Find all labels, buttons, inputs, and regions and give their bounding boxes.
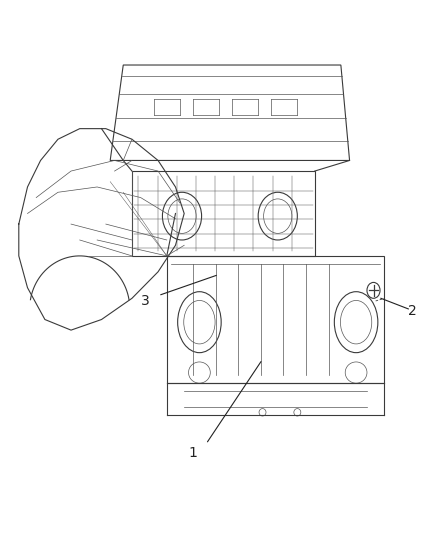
Text: 3: 3 — [141, 294, 149, 308]
Text: 2: 2 — [408, 304, 417, 318]
Text: 1: 1 — [188, 446, 198, 460]
